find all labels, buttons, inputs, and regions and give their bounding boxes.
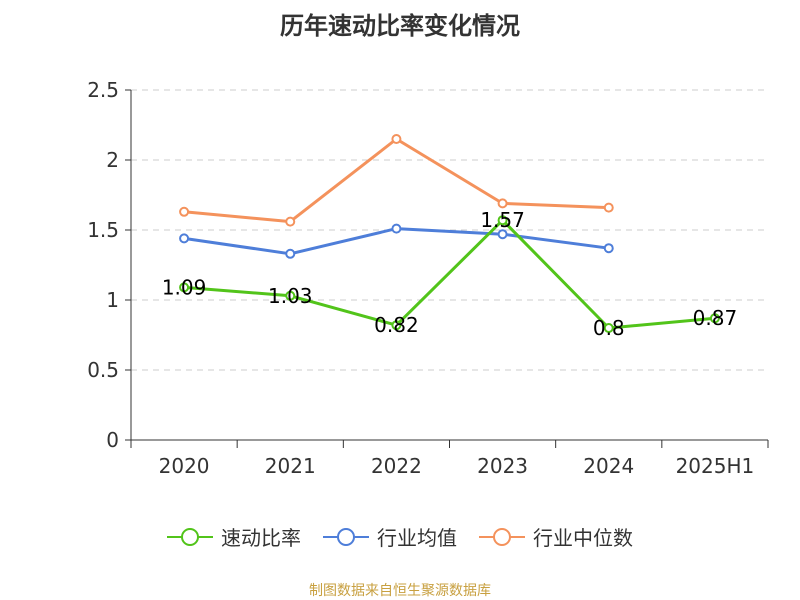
series-line-0 (183, 218, 716, 330)
series-1-point-4 (603, 243, 614, 254)
y-tick-label-0: 0 (106, 428, 119, 452)
x-tick-label-0: 2020 (159, 454, 210, 478)
legend-marker-1 (323, 527, 369, 546)
series-1-point-3 (497, 229, 508, 240)
data-label-4: 0.8 (593, 316, 625, 340)
x-tick-label-1: 2021 (265, 454, 316, 478)
legend-item-0[interactable]: 速动比率 (167, 522, 301, 551)
data-label-3: 1.57 (480, 208, 525, 232)
x-tick-label-3: 2023 (477, 454, 528, 478)
data-labels: 1.09 1.03 0.82 1.57 0.8 0.87 (162, 208, 737, 340)
series-0-point-3 (497, 215, 508, 226)
series-2-point-0 (179, 206, 190, 217)
data-label-5: 0.87 (693, 306, 738, 330)
y-tick-label-3: 1.5 (87, 218, 119, 242)
x-tick-label-5: 2025H1 (676, 454, 755, 478)
data-label-2: 0.82 (374, 313, 419, 337)
series-2-point-1 (285, 216, 296, 227)
x-tick-label-4: 2024 (583, 454, 634, 478)
y-tick-label-5: 2.5 (87, 78, 119, 102)
series-0-point-2 (391, 320, 402, 331)
grid-lines (131, 89, 768, 371)
x-tick-label-2: 2022 (371, 454, 422, 478)
series-line-2 (183, 137, 609, 224)
series-2-point-3 (497, 198, 508, 209)
series-1-point-1 (285, 248, 296, 259)
chart-title: 历年速动比率变化情况 (280, 12, 520, 40)
series-1-point-2 (391, 223, 402, 234)
axes: 0 0.5 1 1.5 2 2.5 2020 2021 2022 2023 2024 2025H1 (87, 78, 769, 478)
series-2-point-4 (603, 202, 614, 213)
legend-item-2[interactable]: 行业中位数 (479, 522, 633, 551)
legend: 速动比率 行业均值 行业中位数 (0, 522, 800, 551)
legend-marker-2 (479, 527, 525, 546)
series-2-point-2 (391, 134, 402, 144)
legend-item-1[interactable]: 行业均值 (323, 522, 457, 551)
series-lines (179, 134, 720, 333)
series-0-point-4 (603, 323, 614, 333)
legend-label-1: 行业均值 (377, 526, 457, 550)
series-0-point-0 (179, 282, 190, 293)
legend-label-0: 速动比率 (221, 526, 301, 550)
y-tick-label-1: 0.5 (87, 358, 119, 382)
y-tick-label-2: 1 (106, 288, 119, 312)
legend-marker-0 (167, 527, 213, 546)
data-label-1: 1.03 (268, 284, 313, 308)
series-1-point-0 (179, 233, 190, 244)
series-0-point-1 (285, 290, 296, 301)
data-label-0: 1.09 (162, 275, 207, 299)
series-0-point-5 (709, 313, 720, 324)
y-tick-label-4: 2 (106, 148, 119, 172)
legend-label-2: 行业中位数 (533, 526, 633, 550)
source-note: 制图数据来自恒生聚源数据库 (309, 583, 491, 599)
